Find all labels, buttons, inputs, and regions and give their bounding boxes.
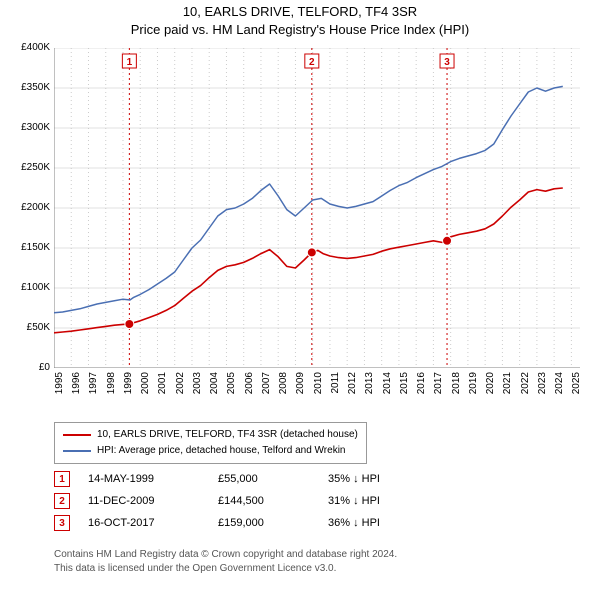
x-axis-tick-label: 2010 xyxy=(313,372,324,402)
x-axis-tick-label: 2014 xyxy=(382,372,393,402)
x-axis-tick-label: 2000 xyxy=(140,372,151,402)
x-axis-tick-label: 1999 xyxy=(123,372,134,402)
y-axis-tick-label: £250K xyxy=(10,162,54,173)
transaction-marker: 3 xyxy=(54,515,70,531)
x-axis-tick-label: 2011 xyxy=(330,372,341,402)
x-axis-tick-label: 2013 xyxy=(364,372,375,402)
y-axis-tick-label: £400K xyxy=(10,42,54,53)
svg-text:2: 2 xyxy=(309,57,315,68)
x-axis-tick-label: 1998 xyxy=(106,372,117,402)
y-axis-tick-label: £300K xyxy=(10,122,54,133)
x-axis-tick-label: 2020 xyxy=(485,372,496,402)
x-axis-tick-label: 2022 xyxy=(520,372,531,402)
legend-label-hpi: HPI: Average price, detached house, Telf… xyxy=(97,443,346,459)
chart-title-line1: 10, EARLS DRIVE, TELFORD, TF4 3SR xyxy=(0,4,600,19)
chart-plot-area: 123 £0£50K£100K£150K£200K£250K£300K£350K… xyxy=(54,48,580,368)
x-axis-tick-label: 2018 xyxy=(451,372,462,402)
x-axis-tick-label: 2006 xyxy=(244,372,255,402)
svg-text:1: 1 xyxy=(127,57,133,68)
transactions-table: 1 14-MAY-1999£55,00035% ↓ HPI 2 11-DEC-2009… xyxy=(54,468,428,534)
legend-label-property: 10, EARLS DRIVE, TELFORD, TF4 3SR (detac… xyxy=(97,427,358,443)
y-axis-tick-label: £350K xyxy=(10,82,54,93)
x-axis-tick-label: 2008 xyxy=(278,372,289,402)
legend-swatch-hpi xyxy=(63,450,91,452)
transaction-row: 3 16-OCT-2017£159,00036% ↓ HPI xyxy=(54,512,428,534)
transaction-price: £144,500 xyxy=(218,495,328,507)
transaction-diff: 35% ↓ HPI xyxy=(328,473,428,485)
svg-text:3: 3 xyxy=(444,57,450,68)
legend-row-property: 10, EARLS DRIVE, TELFORD, TF4 3SR (detac… xyxy=(63,427,358,443)
x-axis-tick-label: 2001 xyxy=(157,372,168,402)
x-axis-tick-label: 2025 xyxy=(571,372,582,402)
transaction-marker: 1 xyxy=(54,471,70,487)
chart-svg: 1 2 3 xyxy=(54,48,580,368)
legend-box: 10, EARLS DRIVE, TELFORD, TF4 3SR (detac… xyxy=(54,422,367,464)
x-axis-tick-label: 2019 xyxy=(468,372,479,402)
chart-title-line2: Price paid vs. HM Land Registry's House … xyxy=(0,22,600,37)
x-axis-tick-label: 2004 xyxy=(209,372,220,402)
transaction-price: £55,000 xyxy=(218,473,328,485)
legend-row-hpi: HPI: Average price, detached house, Telf… xyxy=(63,443,358,459)
x-axis-tick-label: 2015 xyxy=(399,372,410,402)
footer-attribution: Contains HM Land Registry data © Crown c… xyxy=(54,548,397,576)
x-axis-tick-label: 2016 xyxy=(416,372,427,402)
x-axis-tick-label: 2009 xyxy=(295,372,306,402)
y-axis-tick-label: £0 xyxy=(10,362,54,373)
y-axis-tick-label: £200K xyxy=(10,202,54,213)
transaction-row: 2 11-DEC-2009£144,50031% ↓ HPI xyxy=(54,490,428,512)
x-axis-tick-label: 2021 xyxy=(502,372,513,402)
transaction-marker: 2 xyxy=(54,493,70,509)
x-axis-tick-label: 2023 xyxy=(537,372,548,402)
x-axis-tick-label: 2017 xyxy=(433,372,444,402)
transaction-diff: 36% ↓ HPI xyxy=(328,517,428,529)
transaction-diff: 31% ↓ HPI xyxy=(328,495,428,507)
x-axis-tick-label: 1996 xyxy=(71,372,82,402)
x-axis-tick-label: 2005 xyxy=(226,372,237,402)
y-axis-tick-label: £100K xyxy=(10,282,54,293)
transaction-date: 11-DEC-2009 xyxy=(88,495,218,507)
legend-swatch-property xyxy=(63,434,91,436)
transaction-row: 1 14-MAY-1999£55,00035% ↓ HPI xyxy=(54,468,428,490)
footer-line2: This data is licensed under the Open Gov… xyxy=(54,562,397,576)
x-axis-tick-label: 2012 xyxy=(347,372,358,402)
transaction-date: 14-MAY-1999 xyxy=(88,473,218,485)
x-axis-tick-label: 2024 xyxy=(554,372,565,402)
transaction-price: £159,000 xyxy=(218,517,328,529)
x-axis-tick-label: 1997 xyxy=(88,372,99,402)
x-axis-tick-label: 2003 xyxy=(192,372,203,402)
footer-line1: Contains HM Land Registry data © Crown c… xyxy=(54,548,397,562)
y-axis-tick-label: £50K xyxy=(10,322,54,333)
y-axis-tick-label: £150K xyxy=(10,242,54,253)
x-axis-tick-label: 1995 xyxy=(54,372,65,402)
x-axis-tick-label: 2007 xyxy=(261,372,272,402)
transaction-date: 16-OCT-2017 xyxy=(88,517,218,529)
x-axis-tick-label: 2002 xyxy=(175,372,186,402)
